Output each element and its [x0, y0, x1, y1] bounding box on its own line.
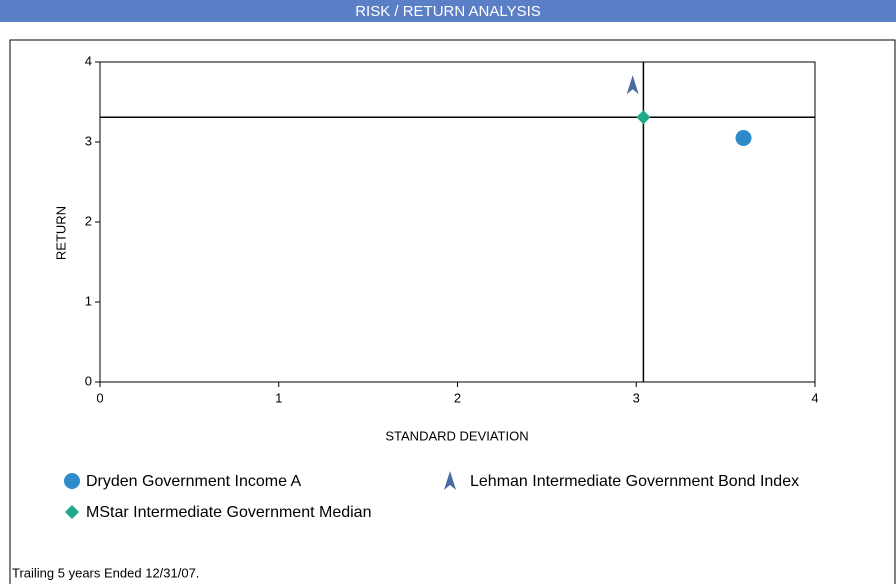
x-tick-label: 1: [275, 390, 282, 405]
y-tick-label: 4: [85, 53, 92, 68]
x-tick-label: 2: [454, 390, 461, 405]
x-axis-label: STANDARD DEVIATION: [385, 428, 528, 443]
y-tick-label: 1: [85, 293, 92, 308]
y-tick-label: 3: [85, 133, 92, 148]
chart-title: RISK / RETURN ANALYSIS: [355, 3, 541, 20]
x-tick-label: 3: [633, 390, 640, 405]
footnote: Trailing 5 years Ended 12/31/07.: [12, 565, 199, 580]
header-bar: [0, 0, 896, 22]
x-tick-label: 4: [811, 390, 818, 405]
legend-marker: [64, 473, 80, 489]
legend-marker: [65, 505, 79, 519]
legend-marker: [444, 471, 456, 490]
legend: Dryden Government Income A Lehman Interme…: [64, 471, 799, 521]
point: [636, 110, 651, 125]
y-axis-label: RETURN: [53, 206, 68, 260]
legend-label: Dryden Government Income A: [86, 473, 302, 490]
y-tick-label: 0: [85, 373, 92, 388]
point: [735, 130, 752, 146]
point: [626, 75, 639, 95]
legend-label: MStar Intermediate Government Median: [86, 504, 371, 521]
frame: [9, 39, 896, 584]
plot-area: [99, 61, 816, 383]
legend-label: Lehman Intermediate Government Bond Inde…: [470, 473, 799, 490]
y-tick-label: 2: [85, 213, 92, 228]
x-tick-label: 0: [96, 390, 103, 405]
